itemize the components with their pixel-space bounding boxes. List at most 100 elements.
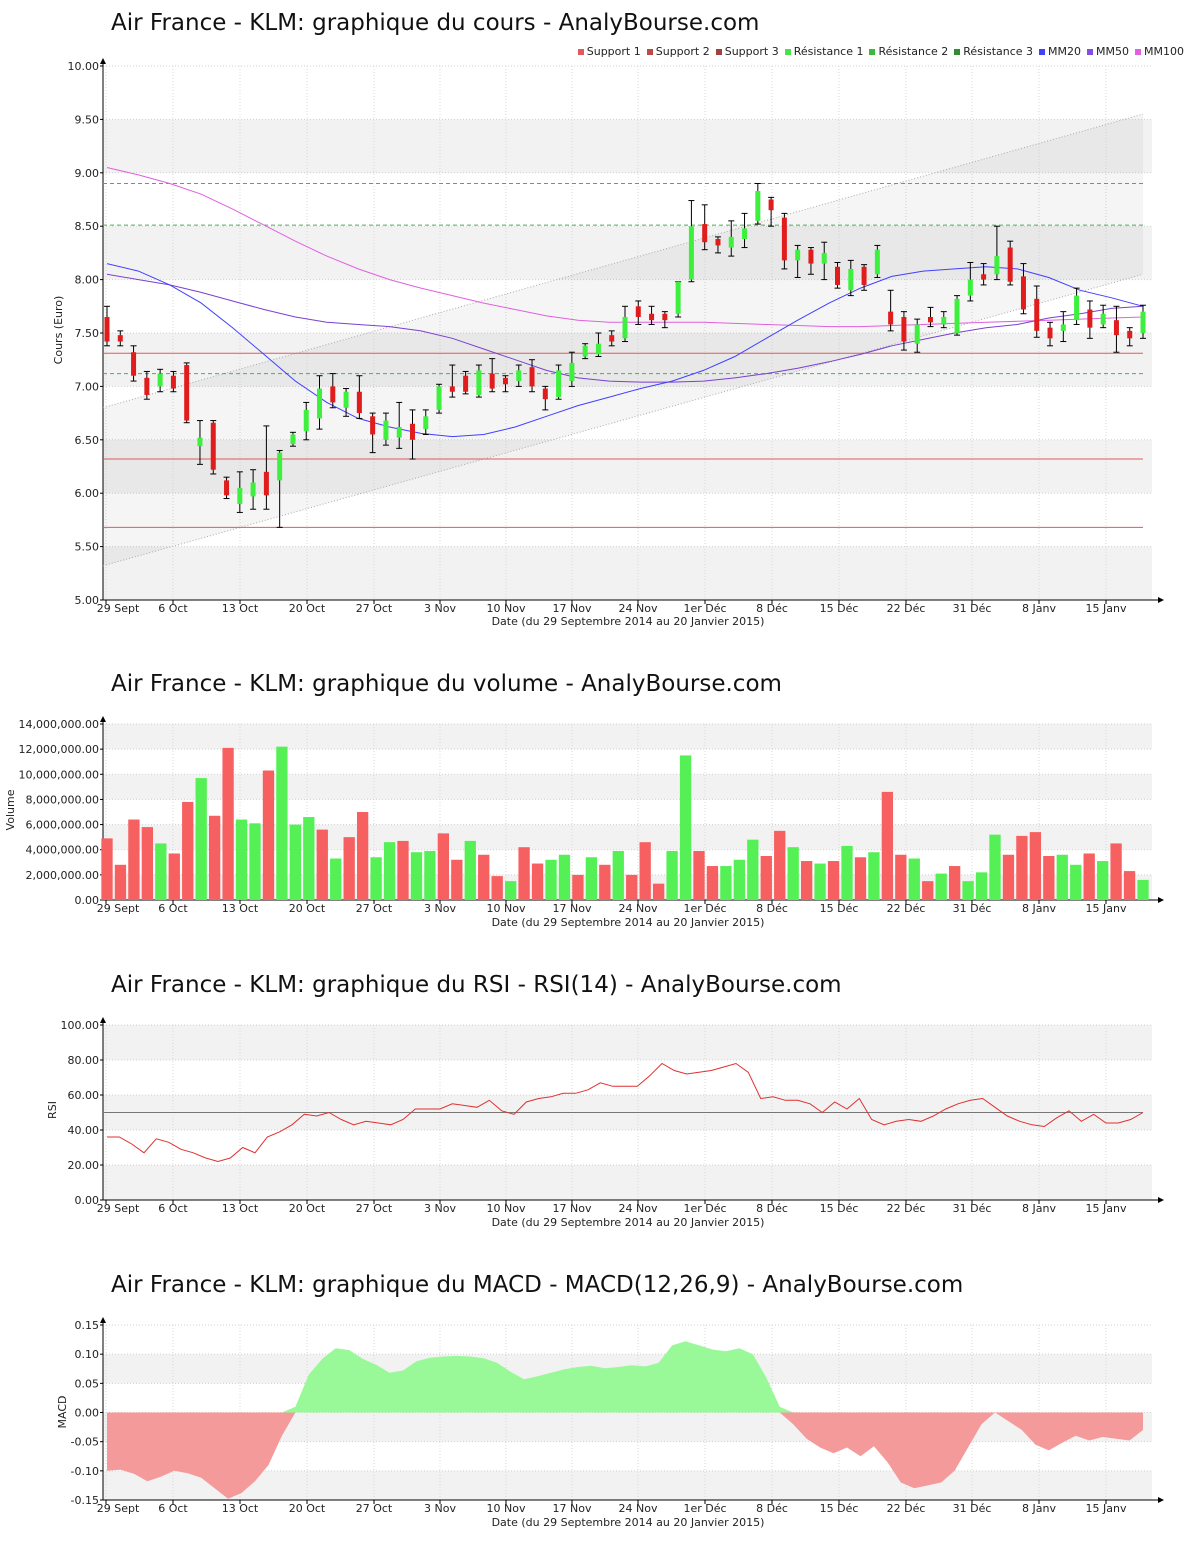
price-grid-band (103, 172, 1152, 227)
legend-item: Résistance 2 (869, 45, 948, 58)
volume-bar (841, 845, 853, 900)
volume-bar (155, 843, 167, 900)
price-x-tick-label: 17 Nov (553, 602, 592, 615)
legend-label: Résistance 1 (793, 45, 864, 58)
legend-swatch (577, 48, 584, 55)
candle-body (742, 228, 748, 240)
candle-body (795, 249, 801, 261)
candle-body (330, 386, 336, 403)
candle (768, 196, 775, 227)
candle (170, 370, 177, 393)
price-x-tick-label: 10 Nov (487, 602, 526, 615)
candle (582, 343, 589, 360)
volume-bar (289, 824, 302, 900)
price-grid-band (103, 386, 1152, 440)
macd-x-tick-label: 24 Nov (619, 1502, 658, 1515)
macd-x-tick-label: 13 Oct (222, 1502, 259, 1515)
candle-body (157, 373, 163, 387)
macd-x-tick-label: 27 Oct (356, 1502, 393, 1515)
macd-y-tick-label: -0.05 (71, 1436, 99, 1449)
macd-y-tick-label: 0.00 (75, 1407, 100, 1420)
volume-bar (558, 854, 571, 900)
volume-bar (827, 861, 840, 900)
macd-chart: -0.15 -0.10 -0.05 0.00 0.05 0.10 0.15 29 Sept 6 … (56, 1317, 1164, 1529)
candle-body (702, 224, 708, 243)
rsi-x-tick-label: 17 Nov (553, 1202, 592, 1215)
candle (489, 358, 496, 393)
candle (980, 263, 987, 286)
candle (1060, 311, 1067, 343)
candle (847, 259, 854, 297)
candle (130, 345, 137, 382)
candle-body (954, 298, 960, 333)
volume-bar (787, 847, 799, 900)
volume-bar (356, 812, 369, 900)
volume-grid-band (103, 724, 1152, 750)
rsi-x-tick-label: 8 Déc (756, 1202, 788, 1215)
candle (515, 364, 522, 387)
candle (1113, 305, 1120, 353)
candle-body (1087, 309, 1093, 328)
candle-body (449, 386, 455, 392)
volume-bar (572, 874, 584, 900)
candle (887, 289, 894, 332)
price-x-tick-label: 27 Oct (356, 602, 393, 615)
candle (475, 364, 482, 398)
candle (289, 431, 296, 447)
macd-y-axis-label: MACD (56, 1396, 69, 1429)
price-grid-band (103, 493, 1152, 547)
candle (1086, 300, 1093, 339)
volume-y-tick-label: 2,000,000.00 (26, 869, 99, 882)
price-y-tick-label: 7.50 (75, 327, 100, 340)
candle (661, 311, 668, 329)
candle (914, 318, 921, 353)
rsi-x-tick-label: 10 Nov (487, 1202, 526, 1215)
macd-x-tick-label: 29 Sept (97, 1502, 140, 1515)
volume-y-tick-label: 4,000,000.00 (26, 844, 99, 857)
candle-body (502, 377, 508, 385)
macd-x-tick-label: 31 Déc (953, 1502, 992, 1515)
candle-body (662, 313, 668, 321)
candle (1100, 304, 1107, 329)
macd-x-tick-label: 15 Déc (820, 1502, 859, 1515)
candle-body (914, 324, 920, 344)
macd-x-tick-label: 1er Déc (683, 1502, 726, 1515)
volume-bar (975, 872, 988, 900)
candle-body (356, 391, 362, 414)
candle (940, 311, 947, 329)
candle (714, 236, 721, 254)
candle-body (277, 452, 283, 481)
volume-bar (989, 834, 1001, 900)
rsi-grid-band (103, 1060, 1152, 1095)
volume-x-tick-label: 8 Janv (1022, 902, 1056, 915)
legend-label: Support 2 (655, 45, 710, 58)
candle-body (874, 249, 880, 275)
candle (608, 330, 615, 347)
volume-bar (639, 842, 651, 900)
rsi-line (107, 1062, 1144, 1163)
volume-bar (464, 840, 476, 900)
rsi-x-tick-label: 29 Sept (97, 1202, 140, 1215)
volume-bar (1110, 843, 1122, 900)
volume-bar (141, 827, 154, 900)
candle-body (728, 236, 734, 248)
rsi-x-tick-label: 15 Déc (820, 1202, 859, 1215)
candle-body (1060, 324, 1066, 331)
candle (223, 476, 230, 500)
candle (675, 281, 682, 318)
candle-body (1047, 327, 1053, 339)
macd-y-tick-label: 0.10 (75, 1348, 100, 1361)
macd-chart-panel: Air France - KLM: graphique du MACD - MA… (0, 1260, 1200, 1550)
candle-body (768, 199, 774, 211)
candle-body (861, 266, 867, 285)
volume-bar (276, 746, 288, 900)
volume-bar (330, 858, 342, 900)
legend-label: MM20 (1048, 45, 1082, 58)
candle-body (967, 279, 973, 296)
candle (622, 305, 628, 343)
rsi-grid-band (103, 1165, 1152, 1200)
trend-channel (103, 114, 1143, 566)
price-y-tick-label: 9.50 (75, 113, 100, 126)
legend-swatch (1135, 48, 1142, 55)
candle-body (688, 226, 694, 280)
